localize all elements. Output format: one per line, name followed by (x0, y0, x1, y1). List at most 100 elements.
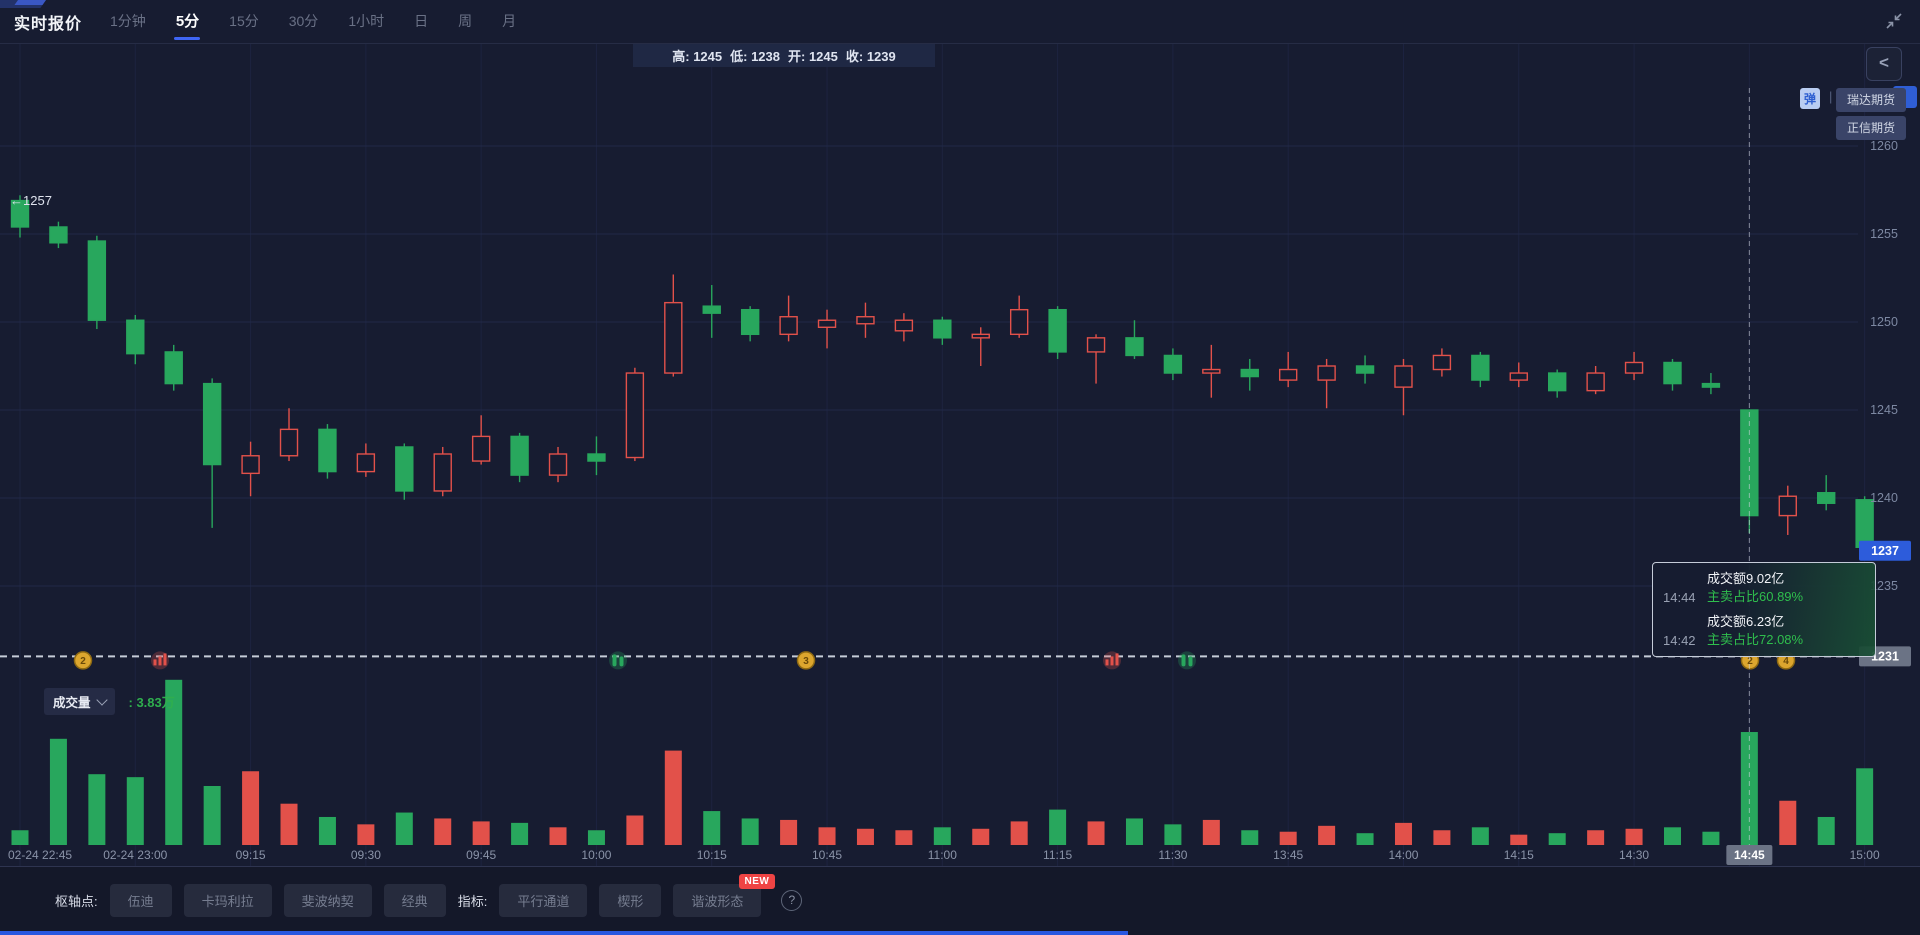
candle-13:55[interactable] (1355, 355, 1375, 384)
volume-bar[interactable] (472, 821, 490, 845)
volume-bar[interactable] (318, 816, 336, 845)
volume-bar[interactable] (280, 803, 298, 845)
toolbar-button-卡玛利拉[interactable]: 卡玛利拉 (183, 884, 272, 917)
candle-22:50[interactable] (49, 221, 68, 249)
candlestick-chart[interactable]: 2 3 2 4 ←1257 1260 1255 1250 1245 1240 1235 1237 123… (0, 43, 1920, 935)
candle-13:45[interactable] (1278, 351, 1298, 388)
volume-bar[interactable] (1779, 800, 1797, 845)
candle-09:55[interactable] (548, 446, 568, 483)
candle-09:40[interactable] (433, 446, 452, 497)
candle-11:05[interactable] (971, 327, 990, 366)
volume-bar[interactable] (1049, 809, 1067, 845)
broker-option-zhengxin[interactable]: 正信期货 (1836, 116, 1906, 140)
candle-10:50[interactable] (856, 302, 875, 338)
volume-bar[interactable] (1817, 816, 1835, 845)
volume-bar[interactable] (434, 818, 452, 845)
coin-marker-icon[interactable]: 3 (796, 651, 816, 670)
tab-30分[interactable]: 30分 (288, 13, 319, 29)
volume-bar[interactable] (587, 830, 605, 845)
volume-bar[interactable] (549, 827, 567, 845)
candle-10:05[interactable] (625, 367, 645, 462)
candle-14:35[interactable] (1663, 358, 1682, 391)
tab-15分[interactable]: 15分 (229, 13, 259, 29)
volume-bar[interactable] (664, 750, 682, 845)
candle-13:40[interactable] (1240, 358, 1259, 391)
volume-bar[interactable] (1663, 827, 1681, 845)
candle-14:40[interactable] (1701, 373, 1721, 395)
tab-周[interactable]: 周 (458, 13, 473, 29)
volume-bar[interactable] (895, 830, 913, 845)
candle-13:35[interactable] (1202, 344, 1221, 398)
candle-11:00[interactable] (933, 316, 952, 345)
candle-14:55[interactable] (1817, 475, 1836, 511)
volume-bar[interactable] (242, 771, 260, 845)
volume-bar[interactable] (1010, 821, 1028, 845)
collapse-panel-button[interactable]: < (1866, 47, 1902, 81)
volume-bar[interactable] (49, 738, 67, 845)
toolbar-button-伍迪[interactable]: 伍迪 (109, 884, 172, 917)
candle-09:20[interactable] (279, 408, 299, 462)
volume-bar[interactable] (1856, 768, 1874, 845)
collapse-window-icon[interactable] (1882, 9, 1906, 33)
volume-bar[interactable] (88, 774, 106, 845)
candle-09:10[interactable] (202, 378, 222, 528)
volume-bar[interactable] (626, 815, 644, 846)
candle-14:25[interactable] (1586, 366, 1605, 395)
candle-09:35[interactable] (395, 443, 414, 500)
candle-14:15[interactable] (1509, 362, 1528, 388)
candle-10:55[interactable] (894, 313, 914, 342)
candle-09:45[interactable] (471, 415, 491, 465)
tab-月[interactable]: 月 (502, 13, 517, 29)
volume-bar[interactable] (1125, 818, 1143, 845)
candle-23:00[interactable] (126, 314, 145, 365)
candle-10:40[interactable] (779, 295, 798, 342)
broker-option-ruida[interactable]: 瑞达期货 (1836, 88, 1906, 112)
volume-bar[interactable] (126, 777, 144, 845)
tab-5分[interactable]: 5分 (176, 0, 199, 43)
toolbar-button-谐波形态[interactable]: 谐波形态 NEW (673, 874, 776, 917)
volume-bar[interactable] (933, 827, 951, 845)
candle-09:15[interactable] (241, 441, 260, 497)
volume-bar[interactable] (856, 828, 874, 845)
volume-bar[interactable] (1087, 821, 1105, 845)
candle-09:30[interactable] (356, 443, 376, 477)
candle-10:10[interactable] (664, 274, 683, 377)
volume-bar[interactable] (1625, 828, 1643, 845)
candle-11:15[interactable] (1048, 306, 1067, 359)
green-volume-marker-icon[interactable] (609, 651, 627, 670)
candle-11:30[interactable] (1163, 348, 1183, 381)
green-volume-marker-icon[interactable] (1178, 651, 1196, 670)
volume-bar[interactable] (1433, 830, 1451, 845)
candle-09:25[interactable] (318, 424, 337, 479)
red-volume-marker-icon[interactable] (151, 651, 169, 670)
volume-bar[interactable] (511, 822, 529, 845)
volume-bar[interactable] (1587, 830, 1605, 845)
volume-bar[interactable] (741, 818, 759, 845)
volume-bar[interactable] (1318, 825, 1336, 845)
volume-bar[interactable] (1356, 833, 1374, 845)
volume-bar[interactable] (357, 824, 375, 845)
toolbar-button-经典[interactable]: 经典 (383, 884, 446, 917)
volume-bar[interactable] (11, 830, 29, 845)
volume-bar[interactable] (780, 819, 798, 845)
help-icon[interactable]: ? (781, 890, 803, 911)
candle-10:15[interactable] (702, 285, 721, 338)
volume-bar[interactable] (818, 827, 836, 845)
tab-1小时[interactable]: 1小时 (348, 13, 385, 29)
volume-bar[interactable] (1241, 830, 1259, 845)
candle-14:20[interactable] (1547, 369, 1567, 398)
candle-09:05[interactable] (164, 344, 183, 391)
volume-bar[interactable] (703, 811, 721, 845)
candle-14:00[interactable] (1394, 358, 1413, 416)
toolbar-button-平行通道[interactable]: 平行通道 (499, 884, 588, 917)
candle-14:30[interactable] (1624, 351, 1644, 381)
volume-bar[interactable] (1471, 827, 1489, 845)
volume-bar[interactable] (1702, 831, 1720, 845)
volume-bar[interactable] (395, 812, 413, 845)
candle-10:00[interactable] (587, 436, 606, 476)
volume-bar[interactable] (972, 828, 990, 845)
toolbar-button-斐波纳契[interactable]: 斐波纳契 (283, 884, 372, 917)
volume-bar[interactable] (1394, 822, 1412, 845)
tab-日[interactable]: 日 (414, 13, 429, 29)
volume-bar[interactable] (1279, 831, 1297, 845)
